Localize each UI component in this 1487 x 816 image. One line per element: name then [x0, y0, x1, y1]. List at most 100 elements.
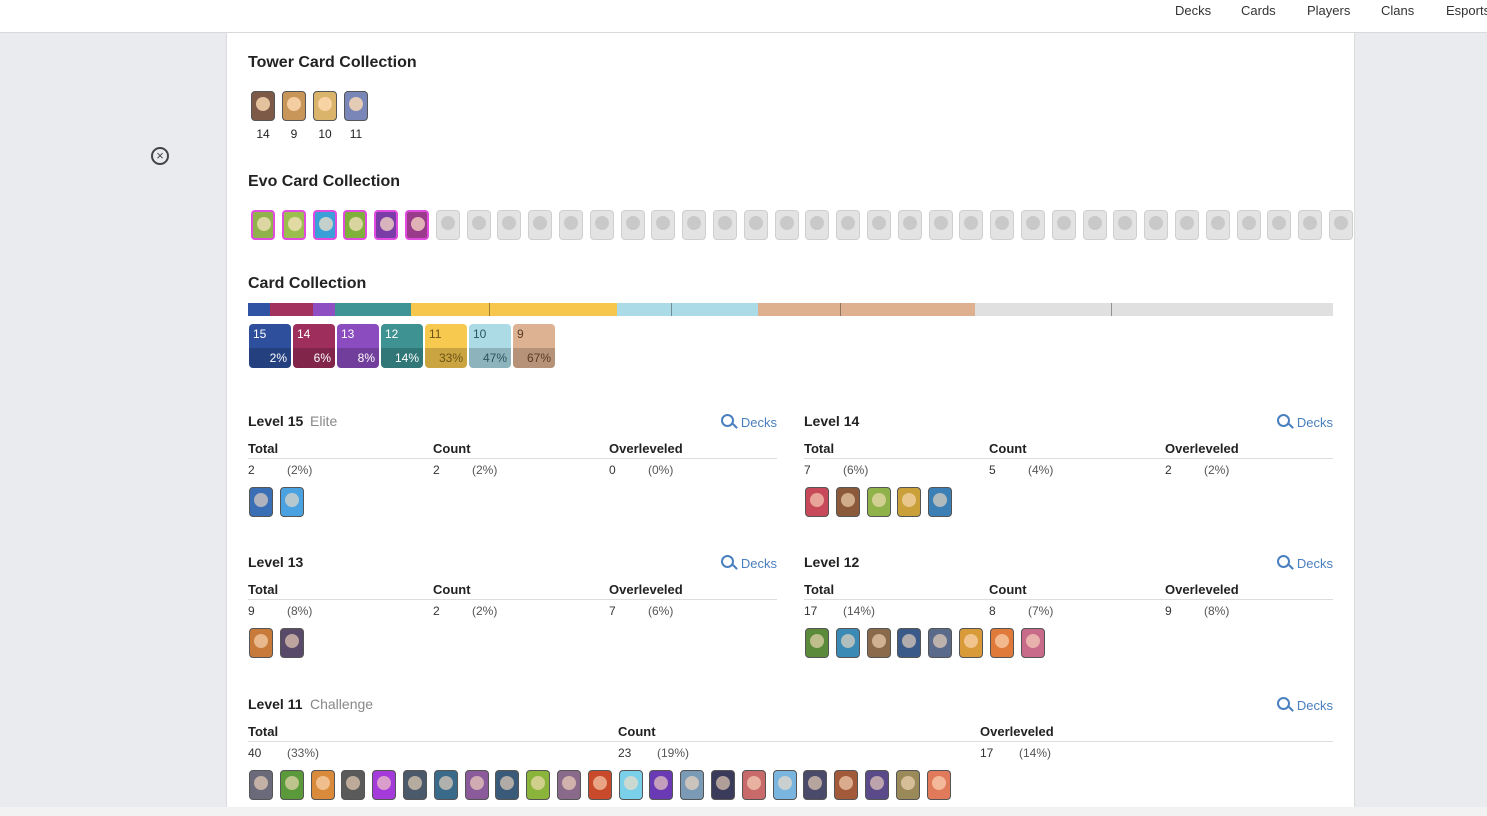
evo-card-locked[interactable] — [466, 210, 491, 240]
evo-card-locked[interactable] — [1236, 210, 1261, 240]
level-card[interactable] — [805, 628, 829, 658]
level-card[interactable] — [372, 770, 397, 800]
level-card[interactable] — [803, 770, 828, 800]
evo-card-owned[interactable] — [251, 210, 275, 240]
level-card[interactable] — [279, 770, 304, 800]
level-card[interactable] — [279, 628, 304, 658]
evo-card-locked[interactable] — [1021, 210, 1045, 240]
level-card[interactable] — [249, 770, 273, 800]
level-card[interactable] — [805, 487, 829, 517]
tower-card[interactable] — [282, 91, 306, 121]
evo-card-locked[interactable] — [1298, 210, 1323, 240]
evo-card-locked[interactable] — [805, 210, 830, 240]
level-card[interactable] — [279, 487, 304, 517]
collection-level-box[interactable]: 12 14% — [381, 324, 423, 368]
nav-decks[interactable]: Decks — [1175, 3, 1212, 18]
nav-clans[interactable]: Clans — [1381, 3, 1415, 18]
level-card[interactable] — [959, 628, 983, 658]
level-card[interactable] — [897, 628, 922, 658]
decks-link[interactable]: Decks — [720, 555, 777, 571]
decks-link[interactable]: Decks — [720, 414, 777, 430]
collection-level-box[interactable]: 11 33% — [425, 324, 467, 368]
evo-card-locked[interactable] — [559, 210, 583, 240]
evo-card-locked[interactable] — [1205, 210, 1230, 240]
level-card[interactable] — [433, 770, 458, 800]
evo-card-locked[interactable] — [528, 210, 553, 240]
collection-level-box[interactable]: 15 2% — [249, 324, 291, 368]
level-card[interactable] — [741, 770, 766, 800]
decks-link[interactable]: Decks — [1276, 697, 1333, 713]
level-card[interactable] — [711, 770, 735, 800]
evo-card-locked[interactable] — [897, 210, 922, 240]
evo-card-locked[interactable] — [1113, 210, 1138, 240]
evo-card-locked[interactable] — [1267, 210, 1292, 240]
collection-level-box[interactable]: 10 47% — [469, 324, 511, 368]
level-card[interactable] — [310, 770, 335, 800]
collection-level-box[interactable]: 9 67% — [513, 324, 555, 368]
evo-card-locked[interactable] — [1051, 210, 1076, 240]
level-card[interactable] — [403, 770, 427, 800]
tower-card[interactable] — [251, 91, 275, 121]
evo-card-owned[interactable] — [374, 210, 399, 240]
evo-card-locked[interactable] — [651, 210, 676, 240]
level-card[interactable] — [618, 770, 643, 800]
close-icon[interactable]: × — [151, 147, 169, 165]
level-card[interactable] — [835, 487, 860, 517]
level-card[interactable] — [1020, 628, 1045, 658]
level-card[interactable] — [865, 770, 889, 800]
level-card[interactable] — [557, 770, 581, 800]
level-card[interactable] — [866, 628, 891, 658]
evo-card-locked[interactable] — [1175, 210, 1199, 240]
level-card[interactable] — [649, 770, 674, 800]
evo-card-owned[interactable] — [343, 210, 368, 240]
evo-card-locked[interactable] — [959, 210, 984, 240]
evo-card-locked[interactable] — [1082, 210, 1107, 240]
decks-link[interactable]: Decks — [1276, 414, 1333, 430]
tower-card[interactable] — [344, 91, 368, 121]
level-card[interactable] — [926, 770, 951, 800]
level-card[interactable] — [989, 628, 1014, 658]
level-card[interactable] — [680, 770, 705, 800]
level-card[interactable] — [897, 487, 922, 517]
level-card[interactable] — [495, 770, 520, 800]
evo-card-locked[interactable] — [1144, 210, 1169, 240]
evo-card-locked[interactable] — [497, 210, 522, 240]
nav-players[interactable]: Players — [1307, 3, 1351, 18]
decks-link[interactable]: Decks — [1276, 555, 1333, 571]
level-card[interactable] — [928, 628, 953, 658]
level-card[interactable] — [341, 770, 366, 800]
evo-card-owned[interactable] — [405, 210, 429, 240]
level-card[interactable] — [526, 770, 551, 800]
level-card[interactable] — [464, 770, 489, 800]
level-card[interactable] — [895, 770, 920, 800]
level-card[interactable] — [866, 487, 891, 517]
level-card[interactable] — [835, 628, 860, 658]
nav-esports[interactable]: Esports — [1446, 3, 1487, 18]
level-card[interactable] — [772, 770, 797, 800]
evo-card-locked[interactable] — [867, 210, 891, 240]
level-card[interactable] — [928, 487, 953, 517]
evo-card-locked[interactable] — [836, 210, 861, 240]
level-card[interactable] — [834, 770, 859, 800]
evo-card-locked[interactable] — [990, 210, 1015, 240]
level-card[interactable] — [249, 487, 273, 517]
evo-card-locked[interactable] — [713, 210, 737, 240]
collection-level-box[interactable]: 14 6% — [293, 324, 335, 368]
level-card[interactable] — [587, 770, 612, 800]
evo-card-locked[interactable] — [435, 210, 460, 240]
evo-card-locked[interactable] — [774, 210, 799, 240]
evo-card-owned[interactable] — [312, 210, 337, 240]
evo-card-locked[interactable] — [743, 210, 768, 240]
tower-card[interactable] — [313, 91, 337, 121]
evo-card-locked[interactable] — [620, 210, 645, 240]
level-card[interactable] — [249, 628, 273, 658]
evo-card-locked[interactable] — [1329, 210, 1353, 240]
evo-card-owned[interactable] — [281, 210, 306, 240]
level-card-face — [685, 776, 700, 790]
evo-card-locked[interactable] — [682, 210, 707, 240]
evo-card-locked[interactable] — [928, 210, 953, 240]
collection-level-box[interactable]: 13 8% — [337, 324, 379, 368]
nav-cards[interactable]: Cards — [1241, 3, 1276, 18]
evo-card-locked[interactable] — [589, 210, 614, 240]
level-card-face — [808, 776, 823, 790]
